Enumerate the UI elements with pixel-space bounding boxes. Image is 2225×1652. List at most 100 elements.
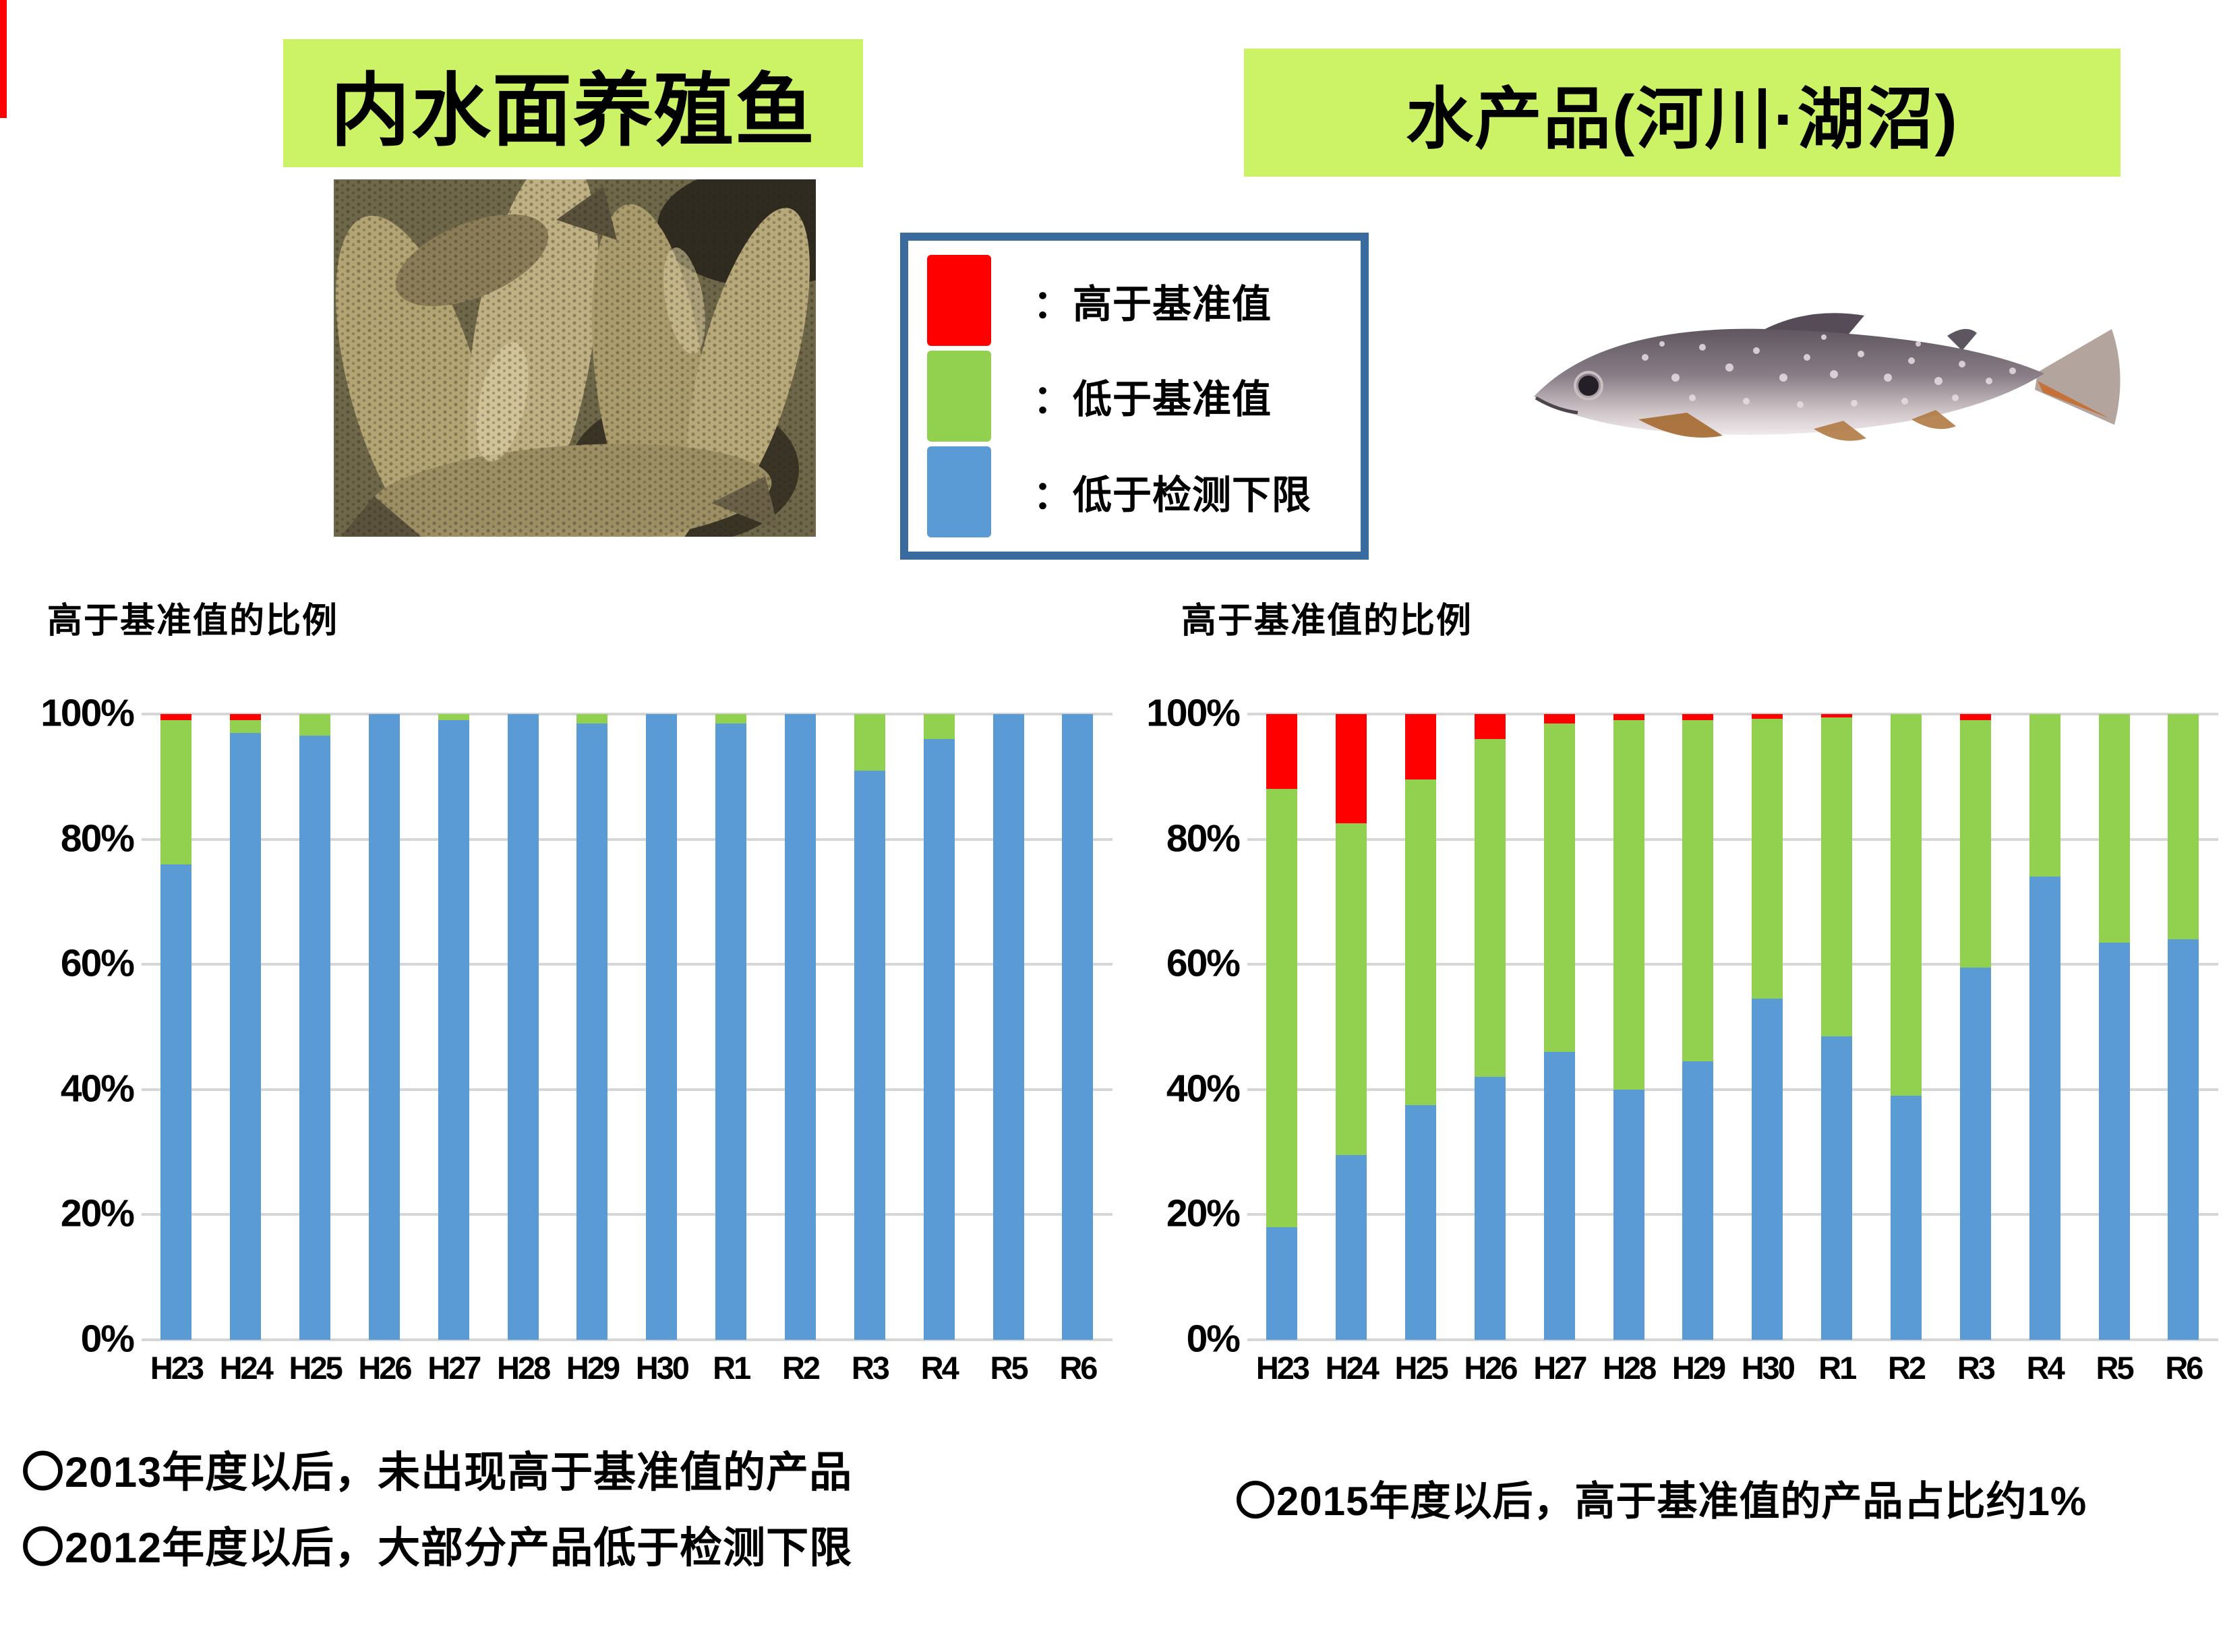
- bar-segment: [715, 723, 747, 1340]
- bar-segment: [1543, 1052, 1575, 1340]
- legend-label-below-standard: ：低于基准值: [1033, 378, 1272, 422]
- bar-segment: [1752, 719, 1783, 999]
- bar-segment: [576, 723, 608, 1340]
- y-tick-label: 0%: [1186, 1317, 1241, 1361]
- y-axis: 100% 80% 60% 40% 20% 0%: [40, 692, 142, 1361]
- bars: [1247, 714, 2218, 1340]
- x-tick-label-R6: R6: [1059, 1350, 1098, 1386]
- x-tick-label-R3: R3: [1957, 1350, 1996, 1386]
- left-chart-title: 高于基准值的比例: [47, 601, 339, 641]
- bar-segment: [1682, 714, 1714, 721]
- trout-photo-image: [1534, 313, 2120, 441]
- x-tick-label-H28: H28: [497, 1350, 551, 1386]
- bar-R1: [715, 714, 747, 1340]
- gridline: [1247, 837, 2218, 841]
- x-tick-label-H24: H24: [219, 1350, 274, 1386]
- y-axis: 100% 80% 60% 40% 20% 0%: [1146, 692, 1247, 1361]
- green-swatch: [927, 350, 991, 442]
- bar-segment: [1891, 714, 1922, 1096]
- gridline: [1247, 1088, 2218, 1091]
- y-tick-label: 40%: [1166, 1067, 1241, 1111]
- x-tick-label-R1: R1: [1818, 1350, 1857, 1386]
- bar-segment: [507, 714, 539, 1340]
- x-tick-label-R4: R4: [2026, 1350, 2065, 1386]
- bar-segment: [1613, 714, 1644, 721]
- legend-row-below-detection: ：低于检测下限: [927, 446, 1361, 537]
- bar-segment: [923, 714, 955, 740]
- x-tick-label-H28: H28: [1603, 1350, 1657, 1386]
- bar-R5: [2098, 714, 2130, 1340]
- bar-segment: [1682, 720, 1714, 1062]
- y-tick-label: 40%: [60, 1067, 135, 1111]
- y-tick-label: 80%: [1166, 817, 1241, 860]
- bar-H25: [1405, 714, 1437, 1340]
- x-tick-label-H25: H25: [1394, 1350, 1449, 1386]
- bar-segment: [1474, 1077, 1506, 1340]
- bar-segment: [715, 714, 747, 724]
- gridline: [142, 1213, 1112, 1216]
- x-tick-label-R2: R2: [781, 1350, 821, 1386]
- y-tick-label: 20%: [60, 1192, 135, 1236]
- bar-segment: [646, 714, 678, 1340]
- x-axis-labels: H23 H24 H25 H26 H27 H28 H29 H30 R1 R2 R3 R4 R5 R6: [1247, 1349, 2218, 1386]
- edge-red-sliver: [0, 0, 7, 118]
- x-tick-label-H23: H23: [1255, 1350, 1310, 1386]
- bar-segment: [1821, 714, 1853, 717]
- x-tick-label-R3: R3: [851, 1350, 890, 1386]
- header-water-products: 水产品(河川·湖沼): [1244, 49, 2120, 177]
- bar-segment: [160, 720, 192, 864]
- bar-R1: [1821, 714, 1853, 1340]
- header-water-products-label: 水产品(河川·湖沼): [1406, 81, 1959, 157]
- bar-segment: [1336, 823, 1367, 1156]
- x-tick-label-H26: H26: [358, 1350, 412, 1386]
- x-tick-label-H27: H27: [427, 1350, 481, 1386]
- left-chart: 100% 80% 60% 40% 20% 0% H23 H24 H25 H26 H27 H28 H29 H…: [40, 692, 1119, 1449]
- bar-segment: [2098, 714, 2130, 943]
- x-tick-label-H26: H26: [1464, 1350, 1518, 1386]
- bar-segment: [1821, 1036, 1853, 1340]
- bar-segment: [1405, 779, 1437, 1105]
- bar-segment: [923, 739, 955, 1340]
- bar-H27: [438, 714, 469, 1340]
- header-inland-aquaculture-label: 内水面养殖鱼: [330, 66, 816, 156]
- left-notes: 〇2013年度以后，未出现高于基准值的产品 〇2012年度以后，大部分产品低于检…: [22, 1435, 852, 1586]
- gridline: [142, 963, 1112, 966]
- bar-R2: [785, 714, 817, 1340]
- bar-segment: [160, 864, 192, 1340]
- bar-segment: [2029, 877, 2060, 1340]
- bar-segment: [299, 714, 331, 736]
- bar-R2: [1891, 714, 1922, 1340]
- x-tick-label-H27: H27: [1533, 1350, 1587, 1386]
- bar-H29: [576, 714, 608, 1340]
- bar-segment: [1266, 714, 1298, 790]
- bar-H27: [1543, 714, 1575, 1340]
- carp-photo: [334, 179, 816, 537]
- bar-segment: [854, 714, 885, 771]
- y-tick-label: 60%: [60, 941, 135, 985]
- bar-segment: [1959, 714, 1991, 721]
- bar-segment: [160, 714, 192, 721]
- legend-label-below-detection: ：低于检测下限: [1033, 473, 1312, 518]
- bar-segment: [1405, 1105, 1437, 1340]
- bar-H30: [1752, 714, 1783, 1340]
- gridline: [1247, 713, 2218, 715]
- gridline: [142, 837, 1112, 841]
- blue-swatch: [927, 446, 991, 537]
- gridline: [142, 1088, 1112, 1091]
- x-tick-label-H29: H29: [566, 1350, 620, 1386]
- bar-segment: [1062, 714, 1094, 1340]
- bar-segment: [1405, 714, 1437, 780]
- bars: [142, 714, 1112, 1340]
- header-inland-aquaculture: 内水面养殖鱼: [283, 39, 863, 167]
- y-tick-label: 0%: [80, 1317, 135, 1361]
- x-tick-label-R5: R5: [990, 1350, 1029, 1386]
- bar-segment: [2029, 714, 2060, 877]
- bar-R5: [992, 714, 1024, 1340]
- bar-segment: [438, 720, 469, 1340]
- bar-segment: [1821, 717, 1853, 1036]
- right-chart: 100% 80% 60% 40% 20% 0% H23 H24 H25 H26 H27 H28 H29 H…: [1146, 692, 2225, 1449]
- bar-segment: [1336, 1155, 1367, 1340]
- bar-H26: [1474, 714, 1506, 1340]
- bar-R6: [2168, 714, 2199, 1340]
